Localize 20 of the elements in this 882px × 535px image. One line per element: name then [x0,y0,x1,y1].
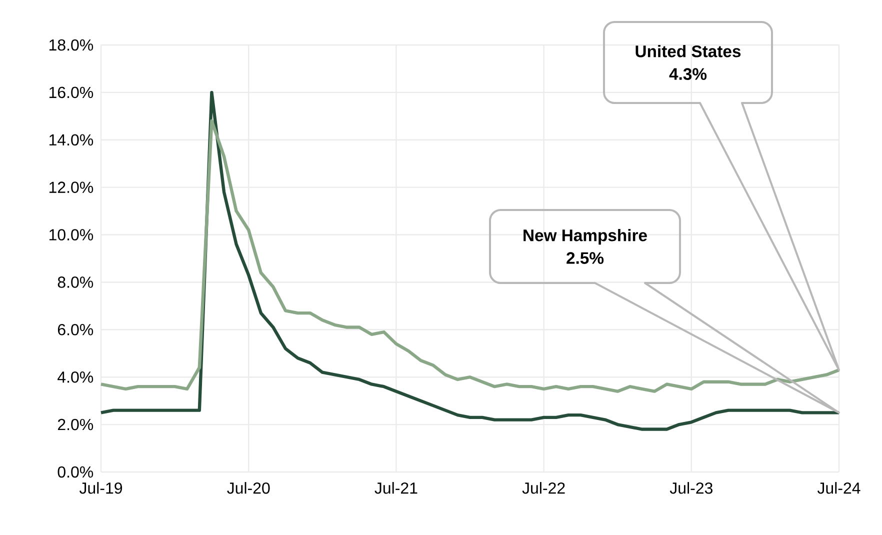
annotation: United States [636,45,741,58]
y-tick-label: 2.0% [58,418,94,430]
annotation: New Hampshire [524,229,647,245]
y-tick-label: 14.0% [49,134,94,146]
y-tick-label: 10.0% [49,229,94,240]
annotation: 4.3% [669,68,707,80]
x-tick-label: Jul-20 [227,482,270,494]
x-tick-label: Jul-21 [374,482,418,494]
x-tick-label: Jul-24 [817,482,860,494]
y-tick-label: 16.0% [49,86,94,98]
x-tick-label: Jul-23 [670,482,712,494]
y-tick-label: 12.0% [49,182,94,193]
annotation: 2.5% [566,252,604,264]
y-tick-label: 0.0% [58,466,94,478]
y-tick-label: 6.0% [58,324,94,336]
y-tick-label: 18.0% [49,39,94,51]
y-tick-label: 4.0% [58,371,94,383]
x-tick-label: Jul-19 [79,482,122,494]
y-tick-label: 8.0% [58,276,94,288]
x-tick-label: Jul-22 [522,482,565,494]
